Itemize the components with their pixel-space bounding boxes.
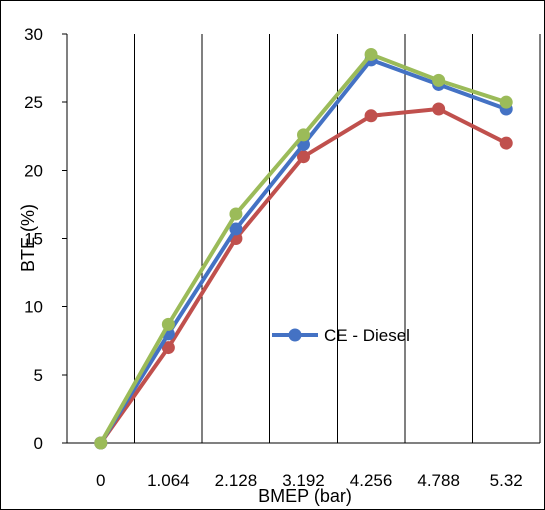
data-point — [500, 96, 513, 109]
data-point — [432, 74, 445, 87]
data-point — [162, 318, 175, 331]
legend-swatch-marker — [289, 329, 302, 342]
y-tick-label: 0 — [34, 434, 43, 453]
data-point — [365, 109, 378, 122]
y-tick-label: 5 — [34, 366, 43, 385]
legend-label: CE - Diesel — [324, 326, 410, 345]
y-tick-label: 25 — [24, 93, 43, 112]
data-point — [500, 137, 513, 150]
y-tick-label: 30 — [24, 25, 43, 44]
data-point — [297, 128, 310, 141]
y-tick-label: 20 — [24, 161, 43, 180]
x-tick-label: 1.064 — [147, 471, 190, 490]
y-axis-title: BTE (%) — [18, 204, 38, 272]
data-point — [94, 437, 107, 450]
x-axis-title: BMEP (bar) — [258, 486, 352, 506]
x-tick-label: 0 — [96, 471, 105, 490]
data-point — [432, 102, 445, 115]
x-tick-label: 4.788 — [417, 471, 460, 490]
y-tick-label: 10 — [24, 298, 43, 317]
x-tick-label: 5.32 — [490, 471, 523, 490]
x-tick-label: 4.256 — [350, 471, 393, 490]
data-point — [365, 48, 378, 61]
x-tick-label: 2.128 — [215, 471, 258, 490]
data-point — [229, 207, 242, 220]
